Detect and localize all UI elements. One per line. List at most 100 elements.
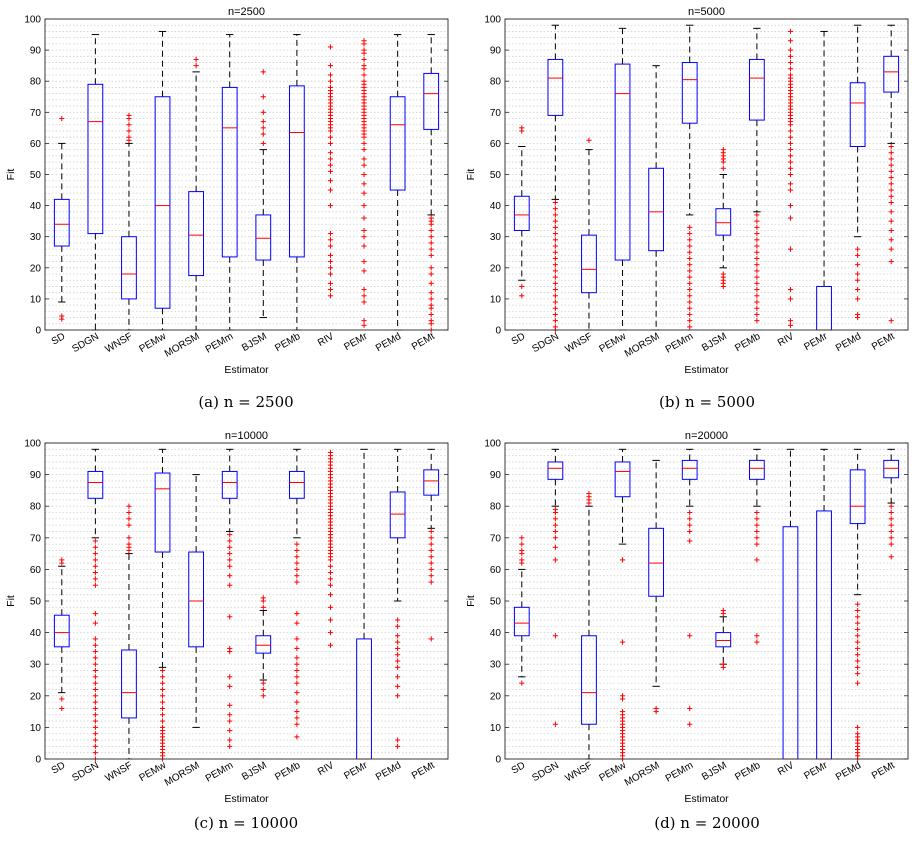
outlier-point — [888, 168, 894, 174]
y-tick-label: 100 — [24, 439, 41, 450]
x-tick-label: MORSM — [163, 331, 202, 360]
outlier-point — [428, 227, 434, 234]
x-tick-label: RIV — [316, 760, 336, 778]
y-tick-label: 10 — [30, 723, 42, 734]
outlier-point — [92, 718, 98, 724]
iqr-box — [188, 551, 205, 648]
x-tick-label: PEMb — [733, 331, 762, 354]
outlier-point — [787, 153, 794, 159]
outlier-point — [327, 63, 334, 69]
plot-frame — [504, 18, 909, 331]
outlier-point — [361, 162, 367, 168]
chart-title: n=2500 — [228, 6, 265, 18]
outlier-point — [888, 528, 894, 535]
outlier-point — [619, 693, 626, 699]
box-PEMb — [748, 448, 765, 645]
outlier-point — [754, 516, 760, 522]
outlier-point — [754, 541, 760, 547]
y-tick-label: 60 — [490, 139, 502, 150]
outlier-point — [552, 305, 558, 311]
outlier-point — [754, 509, 760, 516]
box-BJSM — [255, 69, 272, 319]
outlier-point — [294, 554, 300, 560]
iqr-box — [547, 58, 564, 116]
outlier-point — [855, 277, 861, 283]
y-tick-label: 90 — [30, 46, 42, 57]
iqr-box — [715, 632, 732, 648]
outlier-point — [92, 576, 98, 582]
box-PEMw — [154, 30, 171, 331]
outlier-point — [552, 522, 558, 528]
x-tick-label: SD — [510, 331, 528, 347]
outlier-point — [126, 122, 132, 128]
outlier-point — [888, 199, 894, 206]
y-tick-label: 80 — [30, 502, 42, 513]
outlier-point — [327, 271, 334, 277]
outlier-point — [92, 557, 98, 563]
outlier-point — [92, 680, 98, 686]
outlier-point — [754, 243, 760, 249]
outlier-point — [327, 203, 334, 209]
outlier-point — [687, 324, 693, 330]
box-PEMd — [849, 448, 866, 762]
outlier-point — [787, 38, 794, 44]
outlier-point — [855, 652, 861, 658]
outlier-point — [855, 296, 861, 302]
outlier-point — [787, 72, 794, 78]
outlier-point — [519, 547, 525, 554]
outlier-point — [754, 535, 760, 541]
outlier-point — [59, 115, 65, 122]
outlier-point — [552, 633, 558, 639]
iqr-box — [883, 55, 900, 93]
outlier-point — [395, 683, 401, 689]
outlier-point — [227, 532, 233, 538]
outlier-point — [327, 449, 334, 456]
outlier-point — [327, 230, 334, 237]
outlier-point — [92, 667, 98, 674]
outlier-point — [193, 56, 199, 63]
iqr-box — [581, 635, 597, 725]
y-tick-label: 90 — [30, 470, 42, 481]
y-tick-label: 0 — [35, 326, 41, 337]
outlier-point — [260, 131, 266, 137]
outlier-point — [92, 611, 98, 617]
x-tick-label: PEMb — [273, 760, 302, 783]
outlier-point — [92, 544, 98, 550]
outlier-point — [428, 573, 434, 579]
outlier-point — [754, 255, 760, 262]
outlier-point — [687, 262, 693, 268]
iqr-box — [53, 614, 70, 648]
box-PEMm — [681, 448, 698, 727]
box-PEMd — [389, 448, 406, 749]
outlier-point — [754, 299, 760, 305]
outlier-point — [754, 262, 760, 268]
outlier-point — [92, 731, 98, 737]
outlier-point — [159, 686, 166, 693]
outlier-point — [92, 724, 98, 730]
outlier-point — [227, 674, 233, 680]
x-tick-label: BJSM — [240, 331, 269, 354]
outlier-point — [687, 243, 693, 249]
box-PEMw — [614, 448, 631, 762]
box-BJSM — [715, 607, 732, 670]
outlier-point — [687, 249, 693, 255]
iqr-box — [121, 236, 137, 300]
outlier-point — [327, 150, 334, 156]
outlier-point — [327, 630, 334, 636]
y-axis-label: Fit — [465, 595, 477, 607]
outlier-point — [586, 490, 592, 497]
outlier-point — [227, 582, 233, 588]
y-tick-label: 40 — [30, 628, 42, 639]
y-tick-label: 80 — [490, 77, 502, 88]
outlier-point — [687, 293, 693, 299]
outlier-point — [294, 715, 300, 721]
outlier-point — [327, 237, 334, 243]
outlier-point — [428, 560, 434, 566]
x-tick-label: PEMr — [802, 331, 830, 353]
outlier-point — [395, 623, 401, 629]
outlier-point — [327, 642, 334, 648]
iqr-box — [221, 470, 238, 499]
x-tick-label: MORSM — [623, 331, 662, 360]
box-SDGN — [87, 34, 104, 331]
